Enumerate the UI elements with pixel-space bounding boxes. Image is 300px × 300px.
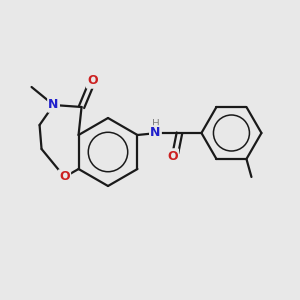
Text: N: N: [150, 127, 161, 140]
Text: H: H: [152, 119, 159, 129]
Text: O: O: [87, 74, 98, 88]
Text: O: O: [167, 149, 178, 163]
Text: N: N: [48, 98, 59, 112]
Text: O: O: [59, 170, 70, 184]
